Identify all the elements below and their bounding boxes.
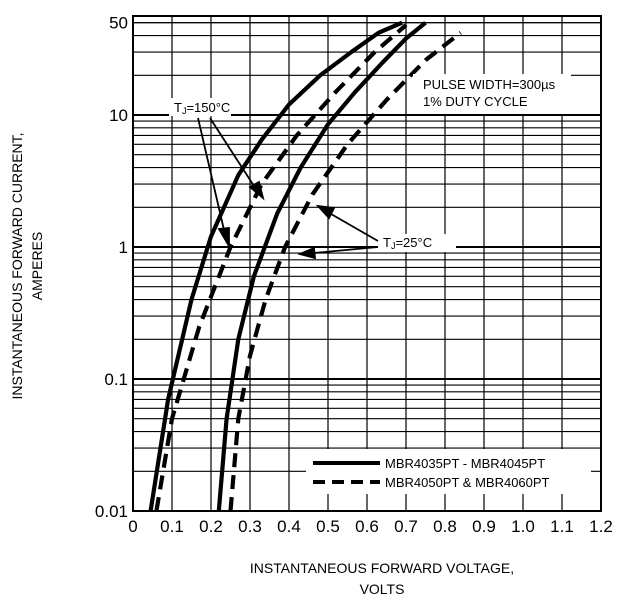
y-axis-title-line2: AMPERES xyxy=(29,232,45,300)
y-tick-label: 0.1 xyxy=(104,370,128,389)
x-tick-label: 0 xyxy=(128,517,137,536)
tj25-label: TJ=25°C xyxy=(383,235,432,251)
y-tick-label: 1 xyxy=(119,238,128,257)
x-tick-label: 0.7 xyxy=(394,517,418,536)
x-tick-label: 0.2 xyxy=(199,517,223,536)
y-tick-label: 0.01 xyxy=(95,502,128,521)
x-tick-label: 1.1 xyxy=(550,517,574,536)
x-axis-title-line1: INSTANTANEOUS FORWARD VOLTAGE, xyxy=(250,560,514,576)
duty-cycle-label: 1% DUTY CYCLE xyxy=(423,94,528,109)
x-tick-label: 0.1 xyxy=(160,517,184,536)
x-axis-title-line2: VOLTS xyxy=(360,581,405,597)
x-tick-label: 0.5 xyxy=(316,517,340,536)
x-tick-label: 0.6 xyxy=(355,517,379,536)
y-tick-label: 10 xyxy=(109,106,128,125)
x-tick-label: 1.0 xyxy=(511,517,535,536)
y-tick-label: 50 xyxy=(109,14,128,33)
pulse-width-label: PULSE WIDTH=300µs xyxy=(423,77,556,92)
x-tick-label: 0.9 xyxy=(472,517,496,536)
legend: MBR4035PT - MBR4045PT MBR4050PT & MBR406… xyxy=(306,449,591,494)
x-tick-label: 0.3 xyxy=(238,517,262,536)
x-tick-label: 0.4 xyxy=(277,517,301,536)
legend-solid-label: MBR4035PT - MBR4045PT xyxy=(385,456,545,471)
x-tick-label: 1.2 xyxy=(589,517,613,536)
y-axis-title-line1: INSTANTANEOUS FORWARD CURRENT, xyxy=(9,132,25,399)
legend-dashed-label: MBR4050PT & MBR4060PT xyxy=(385,475,550,490)
x-tick-label: 0.8 xyxy=(433,517,457,536)
